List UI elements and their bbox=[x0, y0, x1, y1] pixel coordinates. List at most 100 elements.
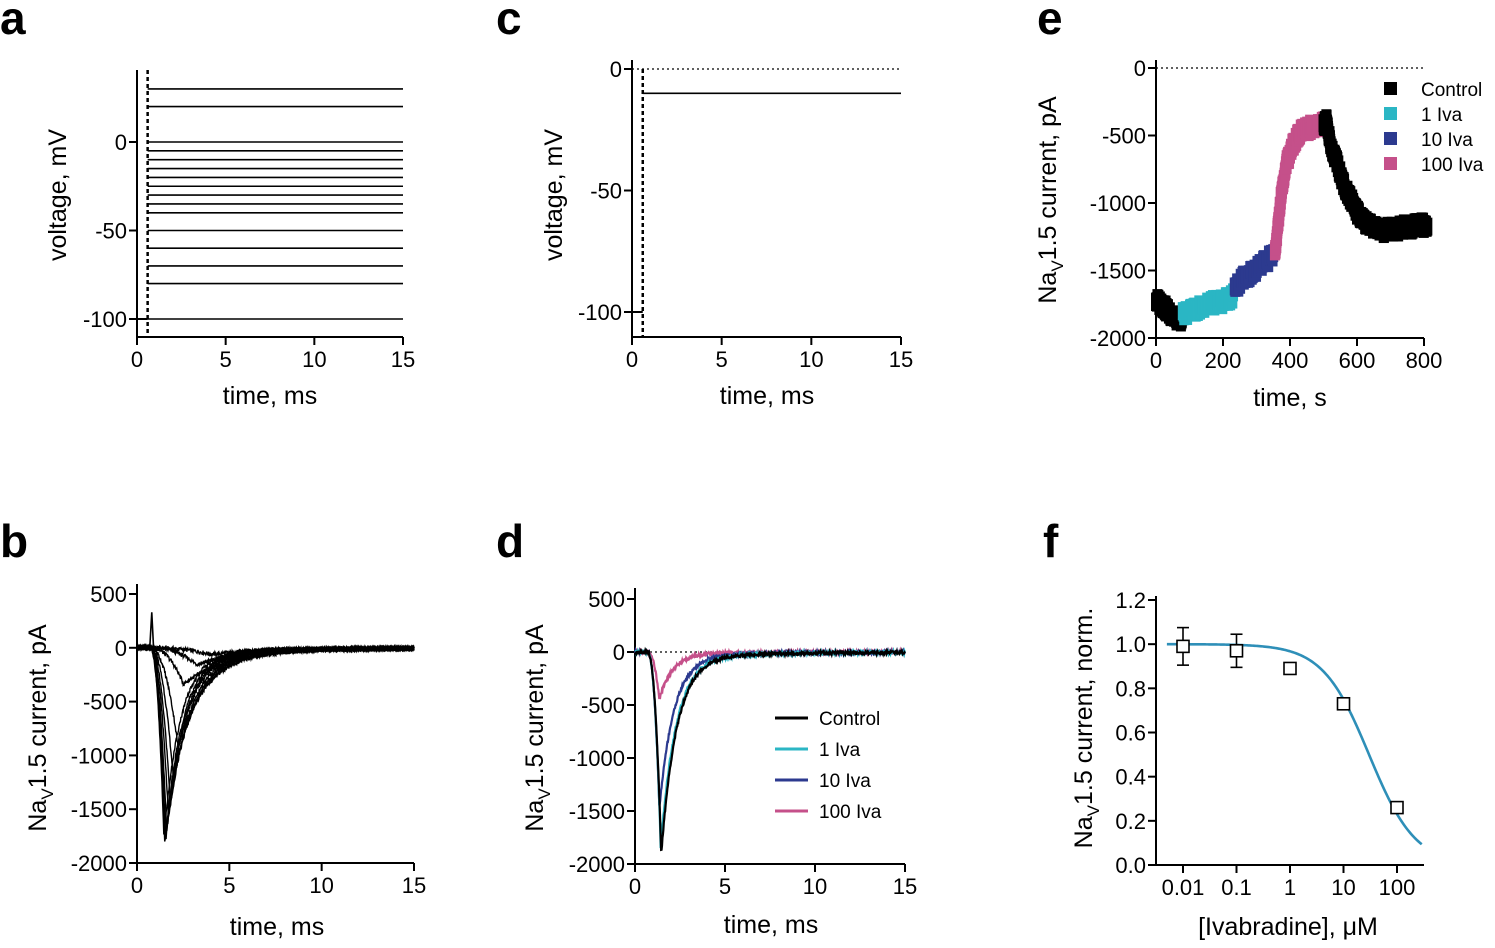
panel-e-y-tick-label: 0 bbox=[1134, 56, 1146, 81]
panel-f-point bbox=[1390, 800, 1404, 815]
panel-e-x-tick-label: 600 bbox=[1339, 348, 1376, 373]
panel-d-ylabel: NaV1.5 current, pA bbox=[521, 624, 554, 832]
panel-f-x-tick-label: 0.1 bbox=[1221, 875, 1252, 900]
panel-letter-b: b bbox=[0, 515, 28, 567]
panel-e-y-tick-label: -1500 bbox=[1090, 259, 1146, 284]
panel-letter-c: c bbox=[496, 0, 522, 44]
panel-f-point bbox=[1283, 661, 1297, 676]
panel-letter-d: d bbox=[496, 515, 524, 567]
panel-a-x-tick-label: 0 bbox=[131, 347, 143, 372]
panel-b-x-tick-label: 5 bbox=[223, 873, 235, 898]
panel-b-ylabel-sub: V bbox=[38, 788, 57, 800]
panel-b-x-tick-label: 0 bbox=[131, 873, 143, 898]
panel-b-ylabel-main: Na bbox=[24, 800, 52, 832]
panel-c-x-tick-label: 15 bbox=[889, 347, 913, 372]
panel-d-ylabel-sub: V bbox=[535, 788, 554, 800]
panel-a-x-tick-label: 15 bbox=[391, 347, 415, 372]
panel-f-x-tick-label: 10 bbox=[1331, 875, 1355, 900]
panel-d-x-tick-label: 15 bbox=[893, 874, 917, 899]
panel-a-x-tick-label: 10 bbox=[302, 347, 326, 372]
panel-c-x-tick-label: 0 bbox=[626, 347, 638, 372]
panel-letter-e: e bbox=[1037, 0, 1063, 44]
panel-a-x-tick-label: 5 bbox=[220, 347, 232, 372]
panel-e-ylabel: NaV1.5 current, pA bbox=[1034, 96, 1067, 304]
panel-f-point bbox=[1229, 643, 1244, 658]
panel-b-ylabel-rest: 1.5 current, pA bbox=[24, 624, 52, 788]
panel-e-x-tick-label: 800 bbox=[1406, 348, 1443, 373]
panel-c-ylabel: voltage, mV bbox=[540, 129, 568, 261]
panel-e-y-tick-label: -1000 bbox=[1090, 191, 1146, 216]
panel-d-xlabel: time, ms bbox=[724, 911, 818, 939]
panel-b-xlabel: time, ms bbox=[230, 913, 324, 941]
panel-d-legend-label: 10 Iva bbox=[819, 771, 871, 792]
panel-e-x-tick-label: 400 bbox=[1272, 348, 1309, 373]
panel-f-y-tick-label: 0.6 bbox=[1115, 721, 1146, 746]
panel-d-legend-label: 100 Iva bbox=[819, 802, 882, 823]
panel-a-xlabel: time, ms bbox=[223, 382, 317, 410]
panel-e-legend-label: 100 Iva bbox=[1421, 155, 1484, 176]
panel-e-legend-swatch bbox=[1384, 107, 1397, 120]
panel-f-y-tick-label: 0.0 bbox=[1115, 853, 1146, 878]
panel-b-trace bbox=[136, 643, 415, 802]
panel-b-y-tick-label: -500 bbox=[83, 690, 127, 715]
panel-b-x-tick-label: 15 bbox=[402, 873, 426, 898]
panel-f-xlabel: [Ivabradine], μM bbox=[1198, 913, 1378, 941]
panel-f-y-tick-label: 0.8 bbox=[1115, 676, 1146, 701]
panel-d-y-tick-label: -1500 bbox=[569, 799, 625, 824]
panel-e-y-tick-label: -500 bbox=[1102, 124, 1146, 149]
panel-c-y-tick-label: -50 bbox=[590, 179, 622, 204]
panel-f-x-tick-label: 1 bbox=[1284, 875, 1296, 900]
panel-e-x-tick-label: 200 bbox=[1205, 348, 1242, 373]
panel-f-y-tick-label: 1.2 bbox=[1115, 588, 1146, 613]
panel-e-ylabel-main: Na bbox=[1034, 272, 1062, 304]
panel-c-y-tick-label: -100 bbox=[578, 300, 622, 325]
panel-d-x-tick-label: 10 bbox=[803, 874, 827, 899]
panel-d-y-tick-label: -500 bbox=[581, 693, 625, 718]
panel-b-y-tick-label: -1500 bbox=[71, 797, 127, 822]
panel-c-x-tick-label: 5 bbox=[716, 347, 728, 372]
panel-e-x-tick-label: 0 bbox=[1150, 348, 1162, 373]
panel-d-x-tick-label: 5 bbox=[719, 874, 731, 899]
panel-e-legend-swatch bbox=[1384, 82, 1397, 95]
panel-d-ylabel-rest: 1.5 current, pA bbox=[521, 624, 549, 788]
panel-b-x-tick-label: 10 bbox=[309, 873, 333, 898]
panel-f-y-tick-label: 1.0 bbox=[1115, 632, 1146, 657]
panel-e-point bbox=[1422, 217, 1433, 236]
panel-f-point bbox=[1336, 696, 1351, 711]
panel-c-x-tick-label: 10 bbox=[799, 347, 823, 372]
panel-b-y-tick-label: -1000 bbox=[71, 743, 127, 768]
panel-e-legend-label: Control bbox=[1421, 80, 1482, 101]
panel-letter-f: f bbox=[1043, 515, 1059, 567]
panel-d-x-tick-label: 0 bbox=[629, 874, 641, 899]
panel-d-ylabel-main: Na bbox=[521, 800, 549, 832]
panel-c-plot: 0 5 10 15 -100 -50 0 bbox=[578, 57, 913, 372]
panel-d-legend-label: Control bbox=[819, 709, 880, 730]
panel-d-plot: 0 5 10 15 -2000 -1500 -1000 -500 0 500 Control 1 Iv… bbox=[569, 587, 918, 899]
panel-b-capacitive-spike bbox=[148, 612, 155, 653]
panel-c-y-tick-label: 0 bbox=[610, 57, 622, 82]
panel-f-ylabel: NaV1.5 current, norm. bbox=[1070, 608, 1103, 849]
panel-b-y-tick-label: 500 bbox=[90, 582, 127, 607]
panel-f-ylabel-rest: 1.5 current, norm. bbox=[1070, 608, 1098, 805]
panel-f-point bbox=[1176, 639, 1190, 654]
panel-a-plot: 0 5 10 15 -100 -50 0 bbox=[83, 70, 415, 372]
panel-a-ylabel: voltage, mV bbox=[44, 129, 72, 261]
panel-f-plot: 0.01 0.1 1 10 100 0.0 0.2 0.4 0.6 0.8 1.0 1.2 bbox=[1115, 588, 1424, 900]
panel-d-y-tick-label: 500 bbox=[588, 587, 625, 612]
panel-d-y-tick-label: -2000 bbox=[569, 852, 625, 877]
panel-c-xlabel: time, ms bbox=[720, 382, 814, 410]
panel-b-y-tick-label: 0 bbox=[115, 636, 127, 661]
panel-a-y-tick-label: 0 bbox=[115, 130, 127, 155]
panel-f-ylabel-main: Na bbox=[1070, 816, 1098, 848]
panel-b-trace bbox=[136, 643, 415, 835]
panel-f-y-tick-label: 0.2 bbox=[1115, 809, 1146, 834]
panel-e-legend-label: 1 Iva bbox=[1421, 105, 1463, 126]
panel-e-plot: 0 200 400 600 800 -2000 -1500 -1000 -500 0 Control… bbox=[1090, 56, 1484, 373]
panel-d-y-tick-label: 0 bbox=[613, 640, 625, 665]
panel-f-ylabel-sub: V bbox=[1084, 804, 1103, 816]
panel-d-trace-control bbox=[634, 646, 906, 852]
panel-e-legend-swatch bbox=[1384, 132, 1397, 145]
panel-b-ylabel: NaV1.5 current, pA bbox=[24, 624, 57, 832]
panel-f-x-tick-label: 0.01 bbox=[1162, 875, 1205, 900]
